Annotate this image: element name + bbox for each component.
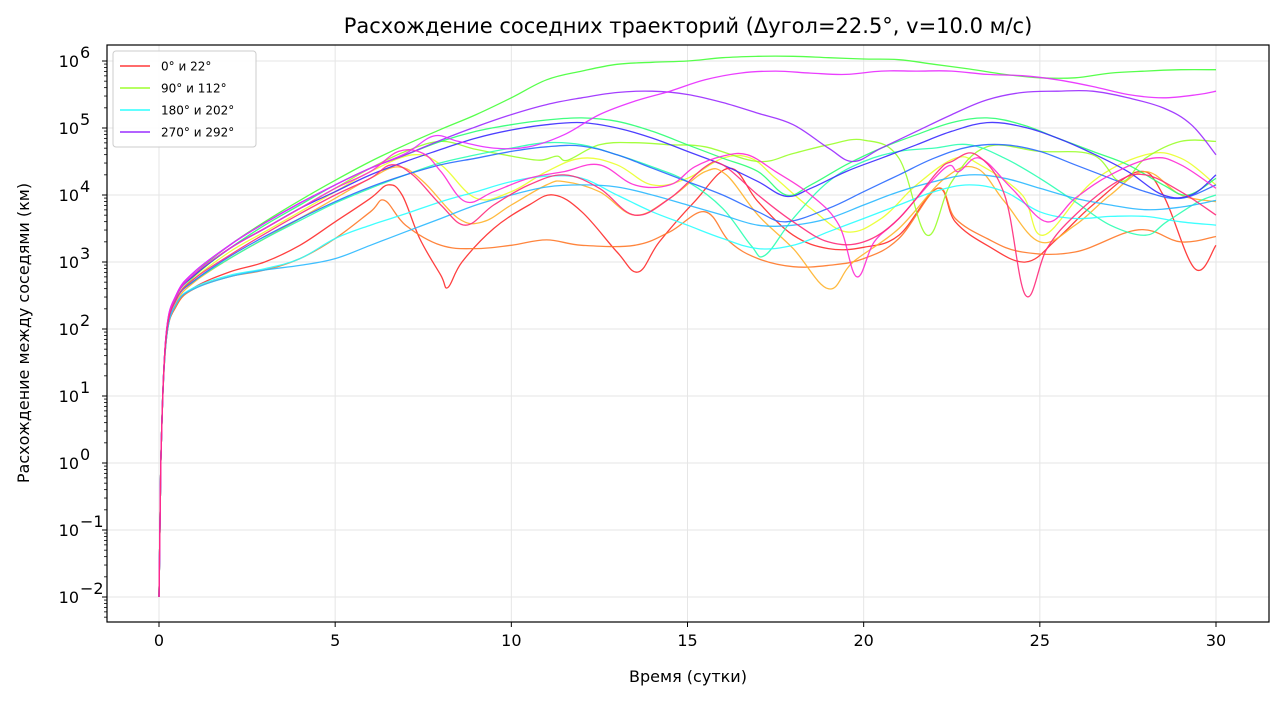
y-axis-label: Расхождение между соседями (км) [14,183,33,483]
x-axis-ticks: 0 5 10 15 20 25 30 [154,622,1226,650]
y-tick-label: 10 [59,320,79,339]
y-tick-label: 10 [59,52,79,71]
y-tick-exponent: −1 [80,512,104,531]
series-line [158,149,1217,598]
chart-title: Расхождение соседних траекторий (Δугол=2… [344,14,1033,38]
y-tick-exponent: 0 [80,445,90,464]
x-axis-label: Время (сутки) [629,667,747,686]
series-line [158,141,1217,598]
x-tick-label: 20 [853,631,873,650]
series-line [158,143,1217,598]
legend-label: 180° и 202° [161,104,234,118]
x-tick-label: 30 [1206,631,1226,650]
legend-label: 90° и 112° [161,82,227,96]
x-tick-label: 5 [330,631,340,650]
y-tick-exponent: 2 [80,311,90,330]
y-tick-exponent: −2 [80,579,104,598]
grid-lines [107,45,1269,622]
x-tick-label: 25 [1030,631,1050,650]
y-tick-label: 10 [59,186,79,205]
y-tick-label: 10 [59,253,79,272]
legend-label: 270° и 292° [161,126,234,140]
y-tick-exponent: 5 [80,110,90,129]
y-tick-exponent: 1 [80,378,90,397]
series-line [158,174,1217,598]
y-tick-exponent: 3 [80,244,90,263]
series-line [158,151,1217,598]
y-tick-exponent: 4 [80,177,90,196]
curves [158,55,1217,598]
y-tick-label: 10 [59,119,79,138]
y-tick-label: 10 [59,521,79,540]
series-line [158,152,1217,598]
series-line [158,175,1217,598]
series-line [158,70,1217,598]
x-tick-label: 10 [501,631,521,650]
legend-label: 0° и 22° [161,60,211,74]
y-tick-label: 10 [59,387,79,406]
legend-box [112,50,257,148]
legend: 0° и 22° 90° и 112° 180° и 202° 270° и 292° [112,50,257,148]
series-line [158,167,1217,598]
y-tick-label: 10 [59,454,79,473]
x-tick-label: 15 [677,631,697,650]
y-tick-label: 10 [59,588,79,607]
y-tick-exponent: 6 [80,43,90,62]
x-tick-label: 0 [154,631,164,650]
